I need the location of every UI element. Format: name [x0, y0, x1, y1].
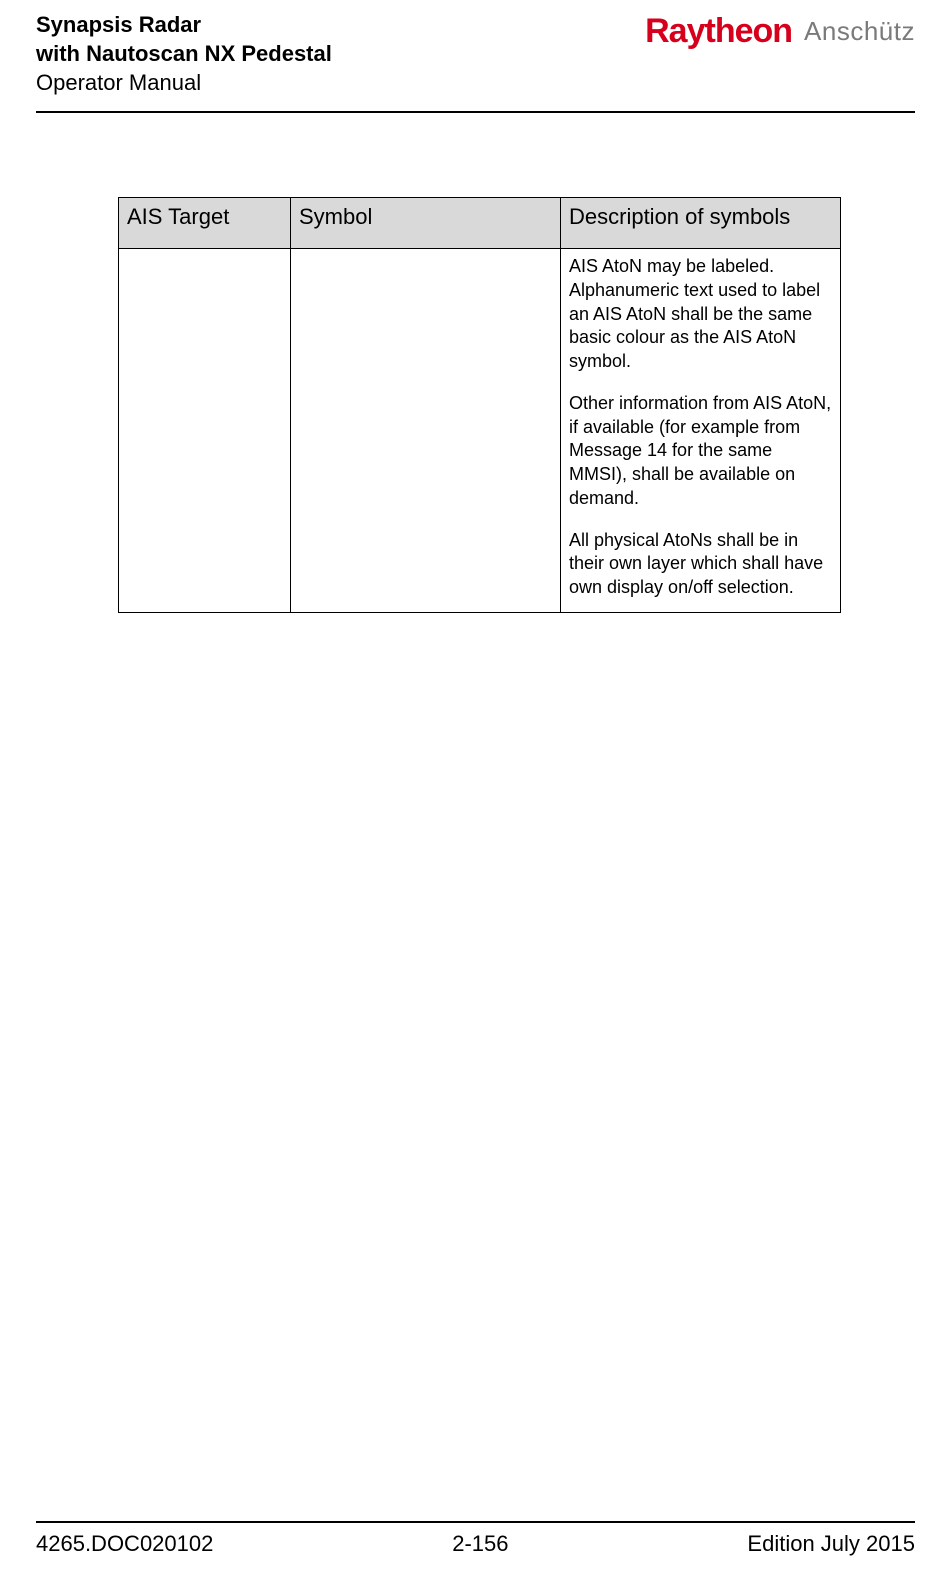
footer-rule	[36, 1521, 915, 1523]
header-title-block: Synapsis Radar with Nautoscan NX Pedesta…	[36, 10, 332, 97]
cell-symbol	[291, 249, 561, 613]
footer-page-number: 2-156	[452, 1531, 508, 1557]
col-header-symbol: Symbol	[291, 198, 561, 249]
doc-title-line2: with Nautoscan NX Pedestal	[36, 39, 332, 68]
doc-title-line3: Operator Manual	[36, 68, 332, 97]
page-header: Synapsis Radar with Nautoscan NX Pedesta…	[36, 0, 915, 113]
col-header-description: Description of symbols	[561, 198, 841, 249]
description-paragraph: All physical AtoNs shall be in their own…	[569, 529, 832, 600]
footer-edition: Edition July 2015	[747, 1531, 915, 1557]
footer-doc-id: 4265.DOC020102	[36, 1531, 213, 1557]
page-footer: 4265.DOC020102 2-156 Edition July 2015	[36, 1521, 915, 1557]
doc-title-line1: Synapsis Radar	[36, 10, 332, 39]
content-area: AIS Target Symbol Description of symbols…	[36, 113, 915, 613]
page: Synapsis Radar with Nautoscan NX Pedesta…	[0, 0, 951, 1591]
ais-symbol-table: AIS Target Symbol Description of symbols…	[118, 197, 841, 613]
description-paragraph: Other information from AIS AtoN, if avai…	[569, 392, 832, 511]
raytheon-logo-text: Raytheon	[645, 12, 792, 51]
table-row: AIS AtoN may be labeled. Alphanumeric te…	[119, 249, 841, 613]
table-header-row: AIS Target Symbol Description of symbols	[119, 198, 841, 249]
brand-logo: Raytheon Anschütz	[645, 10, 915, 51]
footer-row: 4265.DOC020102 2-156 Edition July 2015	[36, 1531, 915, 1557]
header-row: Synapsis Radar with Nautoscan NX Pedesta…	[36, 10, 915, 97]
description-paragraph: AIS AtoN may be labeled. Alphanumeric te…	[569, 255, 832, 374]
col-header-ais-target: AIS Target	[119, 198, 291, 249]
anschutz-logo-text: Anschütz	[804, 16, 915, 47]
cell-description: AIS AtoN may be labeled. Alphanumeric te…	[561, 249, 841, 613]
cell-ais-target	[119, 249, 291, 613]
